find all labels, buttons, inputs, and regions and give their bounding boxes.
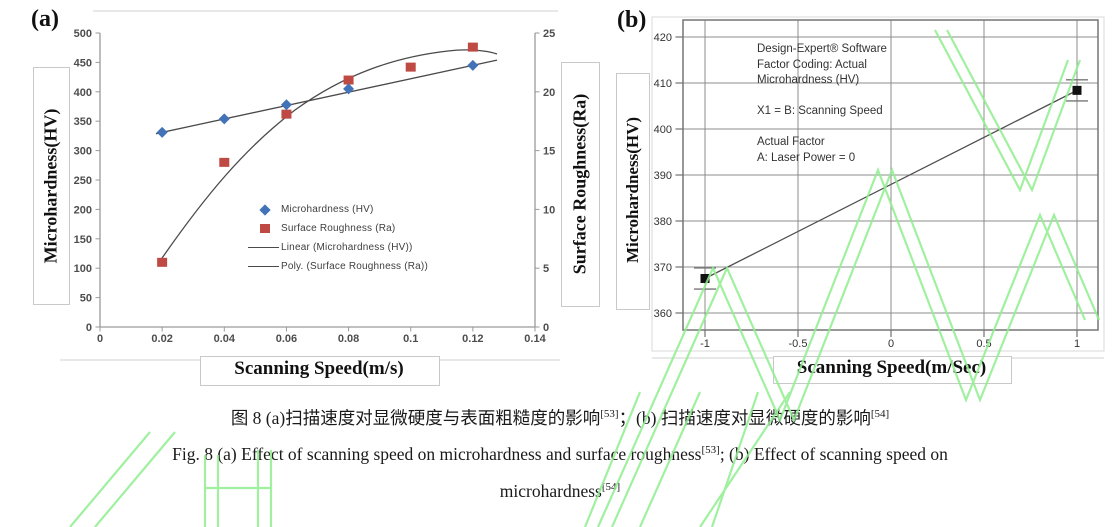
caption-line-en: Fig. 8 (a) Effect of scanning speed on m… [0, 444, 1120, 465]
panel-a-tag: (a) [31, 6, 59, 32]
a-microhardness-point [467, 59, 479, 71]
b-x-tick-label: 1 [1074, 338, 1080, 350]
b-data-point [700, 274, 710, 283]
a-poly-trendline [159, 49, 498, 262]
panel-a-xtitle: Scanning Speed(m/s) [234, 358, 404, 379]
a-microhardness-point [280, 99, 292, 111]
a-y2-tick-label: 20 [543, 87, 555, 99]
a-y2-tick-label: 25 [543, 28, 555, 40]
a-roughness-point [405, 62, 416, 72]
a-y2-tick-label: 0 [543, 322, 549, 334]
legend-item-linear-trend: Linear (Microhardness (HV)) [248, 238, 428, 257]
a-roughness-point [157, 257, 168, 267]
panel-a-ylabel-right: Surface Roughness(Ra) [569, 93, 590, 275]
a-x-tick-label: 0.06 [276, 333, 297, 345]
a-roughness-point [219, 157, 230, 167]
b-data-point [1072, 85, 1082, 95]
a-roughness-point [343, 75, 354, 85]
caption-line-zh: 图 8 (a)扫描速度对显微硬度与表面粗糙度的影响[53]；(b) 扫描速度对显… [0, 405, 1120, 430]
a-x-tick-label: 0.14 [524, 333, 546, 345]
a-y-tick-label: 300 [74, 146, 92, 158]
a-y-tick-label: 450 [74, 57, 92, 69]
a-y2-tick-label: 15 [543, 146, 555, 158]
b-y-tick-label: 370 [654, 262, 672, 274]
b-y-tick-label: 380 [654, 216, 672, 228]
diamond-marker-icon [248, 203, 281, 216]
line-marker-icon [248, 247, 279, 248]
a-x-tick-label: 0 [97, 333, 103, 345]
legend-item-poly-trend: Poly. (Surface Roughness (Ra)) [248, 257, 428, 276]
citation-53-en: [53] [701, 444, 720, 457]
b-y-tick-label: 420 [654, 32, 672, 44]
panel-a-ylabel-left: Microhardness(HV) [40, 108, 61, 264]
a-x-tick-label: 0.1 [403, 333, 418, 345]
b-x-tick-label: 0.5 [976, 338, 991, 350]
a-linear-trendline [155, 59, 498, 135]
legend-label: Poly. (Surface Roughness (Ra)) [281, 261, 428, 272]
legend-label: Microhardness (HV) [281, 204, 374, 215]
a-y-tick-label: 100 [74, 263, 92, 275]
caption-en-text-3: microhardness [499, 481, 602, 501]
a-axes [99, 33, 536, 328]
b-y-tick-label: 410 [654, 78, 672, 90]
panel-b-tag: (b) [617, 7, 647, 33]
a-y-tick-label: 500 [74, 28, 92, 40]
caption-line-en-2: microhardness[54] [0, 481, 1120, 502]
a-y-tick-label: 400 [74, 87, 92, 99]
a-x-tick-label: 0.08 [338, 333, 359, 345]
a-roughness-point [281, 109, 292, 119]
caption-zh-text: 图 8 (a)扫描速度对显微硬度与表面粗糙度的影响 [230, 408, 601, 428]
design-expert-annotation: Design-Expert® Software Factor Coding: A… [757, 43, 887, 164]
a-x-tick-label: 0.12 [462, 333, 483, 345]
a-y-tick-label: 0 [86, 322, 92, 334]
a-y-tick-label: 250 [74, 175, 92, 187]
a-y-tick-label: 150 [74, 234, 92, 246]
a-microhardness-point [156, 126, 168, 138]
caption-en-text-2: ; (b) Effect of scanning speed on [719, 444, 948, 464]
panel-b-xtitle: Scanning Speed(m/Sec) [796, 357, 987, 378]
a-y2-tick-label: 5 [543, 263, 549, 275]
citation-54: [54] [870, 408, 890, 421]
b-y-tick-label: 360 [654, 308, 672, 320]
a-microhardness-point [343, 83, 355, 95]
b-y-tick-label: 400 [654, 124, 672, 136]
citation-54-en: [54] [601, 481, 621, 494]
a-y-tick-label: 200 [74, 204, 92, 216]
legend-label: Linear (Microhardness (HV)) [281, 242, 413, 253]
line-marker-icon [248, 266, 279, 267]
legend-label: Surface Roughness (Ra) [281, 223, 396, 234]
b-y-tick-label: 390 [654, 170, 672, 182]
citation-53: [53] [600, 408, 619, 421]
b-x-tick-label: -0.5 [789, 338, 808, 350]
caption-en-text: Fig. 8 (a) Effect of scanning speed on m… [172, 444, 702, 464]
panel-b-ylabel: Microhardness(HV) [623, 116, 642, 264]
a-microhardness-point [218, 113, 230, 125]
a-x-tick-label: 0.02 [151, 333, 172, 345]
caption-zh-text-2: ；(b) 扫描速度对显微硬度的影响 [618, 408, 871, 428]
panel-a-ylabel-box [33, 67, 70, 305]
legend-item-microhardness: Microhardness (HV) [248, 200, 428, 219]
a-y-tick-label: 350 [74, 116, 92, 128]
panel-a-legend: Microhardness (HV) Surface Roughness (Ra… [248, 200, 428, 276]
square-marker-icon [248, 224, 281, 233]
panel-a-xtitle-box [200, 356, 440, 386]
a-y2-tick-label: 10 [543, 204, 555, 216]
panel-a-ylabel-right-box [561, 62, 600, 307]
a-y-tick-label: 50 [80, 293, 92, 305]
b-x-tick-label: 0 [888, 338, 894, 350]
a-x-tick-label: 0.04 [214, 333, 236, 345]
b-x-tick-label: -1 [700, 338, 710, 350]
a-roughness-point [467, 42, 478, 52]
legend-item-roughness: Surface Roughness (Ra) [248, 219, 428, 238]
